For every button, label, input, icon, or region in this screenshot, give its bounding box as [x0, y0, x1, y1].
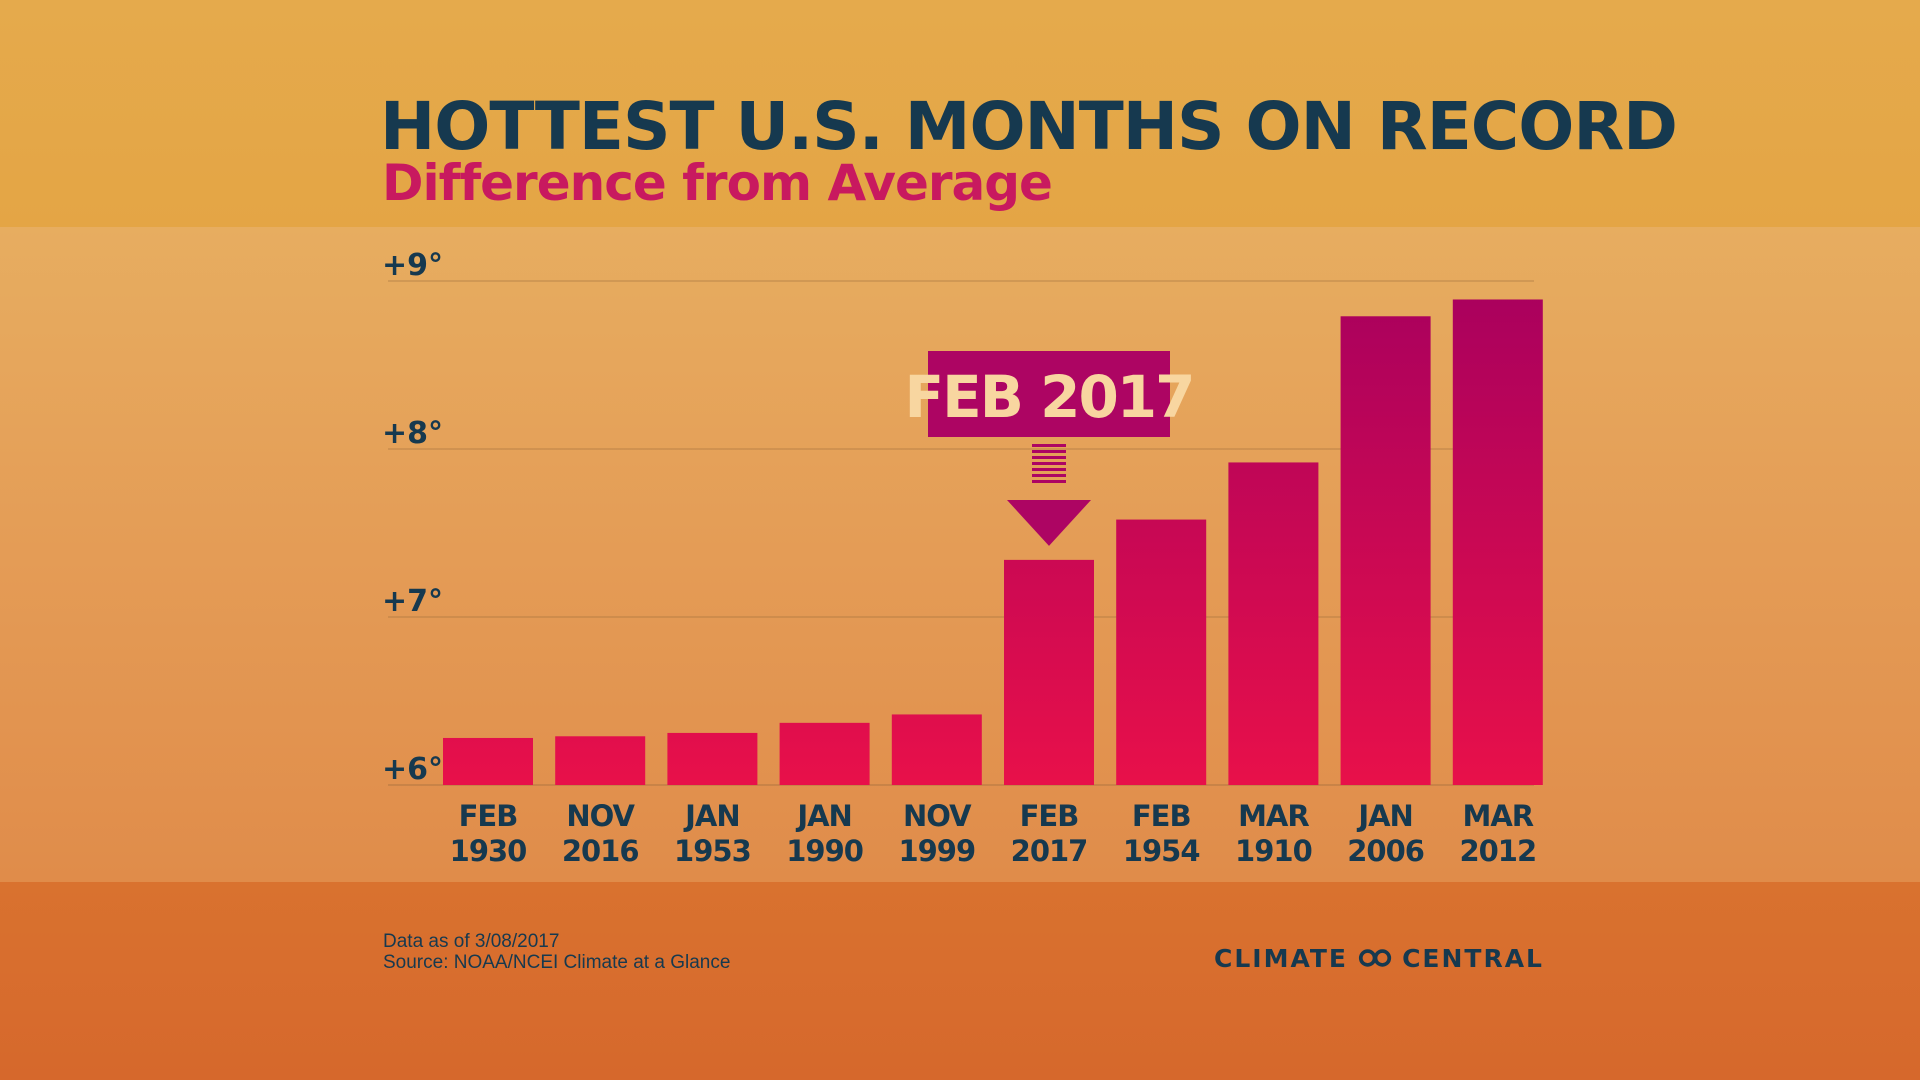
bar: [1452, 299, 1543, 785]
data-date-note: Data as of 3/08/2017: [383, 931, 560, 952]
x-tick-month: NOV: [566, 799, 635, 833]
x-tick-month: FEB: [1020, 799, 1079, 833]
bar: [1004, 559, 1094, 785]
bar: [667, 732, 758, 785]
x-tick-month: NOV: [903, 799, 972, 833]
arrow-stripe: [1032, 480, 1066, 483]
x-tick-month: MAR: [1238, 799, 1309, 833]
x-tick-year: 2017: [1011, 834, 1088, 868]
logo-word-climate: CLIMATE: [1214, 943, 1348, 973]
arrow-stripe: [1032, 444, 1066, 447]
x-tick-year: 2006: [1347, 834, 1424, 868]
highlight-callout: FEB 2017: [904, 351, 1196, 546]
arrow-stripe: [1032, 456, 1066, 459]
arrow-stripe: [1032, 450, 1066, 453]
x-tick-month: JAN: [1356, 799, 1413, 833]
y-tick-label: +9°: [382, 248, 443, 283]
arrow-stripe: [1032, 468, 1066, 471]
callout-box: [928, 351, 1170, 437]
y-tick-label: +6°: [382, 752, 443, 787]
x-tick-year: 1953: [674, 834, 751, 868]
arrow-head: [1007, 500, 1091, 546]
arrow-stripe: [1032, 474, 1066, 477]
x-tick-year: 1999: [898, 834, 975, 868]
bar: [443, 737, 533, 785]
x-tick-year: 1990: [786, 834, 863, 868]
bar: [555, 736, 646, 785]
x-tick-month: MAR: [1462, 799, 1533, 833]
bars: [443, 299, 1543, 785]
bar: [1116, 519, 1207, 785]
y-axis-labels: +6° +7° +8° +9°: [382, 248, 443, 787]
bar: [779, 722, 870, 785]
climate-central-logo: CLIMATE CENTRAL: [1214, 934, 1544, 982]
x-tick-year: 1930: [450, 834, 527, 868]
x-tick-year: 2016: [562, 834, 639, 868]
x-tick-month: FEB: [459, 799, 518, 833]
bar: [891, 714, 982, 785]
x-tick-month: JAN: [683, 799, 740, 833]
y-tick-label: +7°: [382, 584, 443, 619]
callout-label: FEB 2017: [904, 363, 1193, 431]
bar: [1340, 316, 1431, 785]
logo-rings-icon: [1358, 949, 1392, 967]
footer-band: [0, 882, 1920, 1080]
x-tick-year: 1910: [1235, 834, 1312, 868]
logo-word-central: CENTRAL: [1402, 943, 1544, 973]
source-note: Source: NOAA/NCEI Climate at a Glance: [383, 952, 731, 973]
x-tick-year: 1954: [1123, 834, 1200, 868]
bar: [1228, 462, 1319, 785]
arrow-stripe: [1032, 462, 1066, 465]
x-tick-year: 2012: [1459, 834, 1536, 868]
header-band: [0, 0, 1920, 227]
chart-subtitle: Difference from Average: [382, 154, 1053, 212]
x-tick-month: JAN: [795, 799, 852, 833]
chart-title: HOTTEST U.S. MONTHS ON RECORD: [380, 88, 1678, 165]
y-tick-label: +8°: [382, 416, 443, 451]
x-axis-labels: FEB1930NOV2016JAN1953JAN1990NOV1999FEB20…: [450, 799, 1538, 868]
x-tick-month: FEB: [1132, 799, 1191, 833]
